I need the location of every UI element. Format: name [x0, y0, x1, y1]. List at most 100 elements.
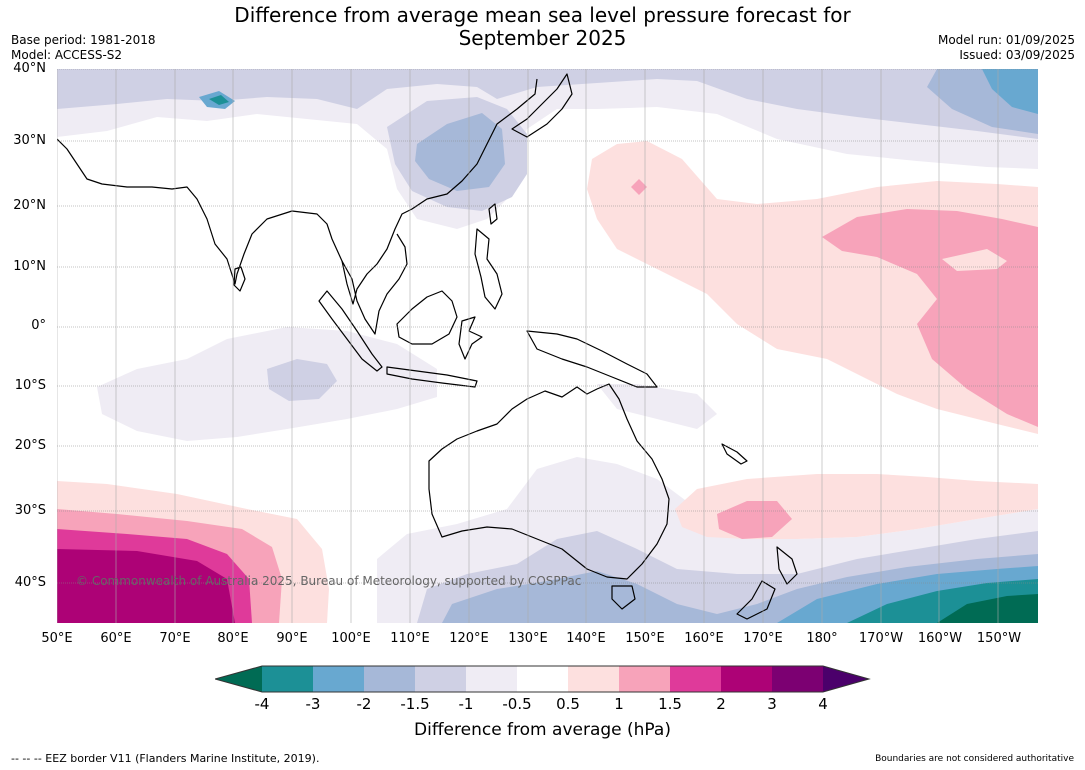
colorbar-swatch-3 — [364, 666, 415, 692]
meta-left: Base period: 1981-2018 Model: ACCESS-S2 — [11, 33, 156, 63]
anomaly-nw-pacific-inner — [982, 69, 1038, 114]
colorbar-label: 1 — [614, 695, 624, 713]
meta-right: Model run: 01/09/2025 Issued: 03/09/2025 — [938, 33, 1075, 63]
anomaly-indian-ocean-core — [267, 359, 337, 401]
map-svg — [57, 69, 1038, 623]
colorbar-swatch-10 — [721, 666, 772, 692]
lon-label-170w: 170°W — [858, 631, 904, 646]
colorbar-swatch-7 — [568, 666, 619, 692]
coastline-java — [386, 366, 478, 388]
boundaries-disclaimer: Boundaries are not considered authoritat… — [875, 754, 1074, 764]
coastline-sumatra — [318, 290, 383, 372]
title-line-1: Difference from average mean sea level p… — [234, 3, 851, 27]
colorbar-label: 0.5 — [556, 695, 580, 713]
colorbar-swatch-2 — [313, 666, 364, 692]
lat-label-0: 0° — [31, 318, 46, 333]
lat-label-20n: 20°N — [13, 198, 46, 213]
lon-label-80e: 80°E — [217, 631, 249, 646]
colorbar-label: 2 — [716, 695, 726, 713]
lon-label-170e: 170°E — [743, 631, 783, 646]
lat-label-20s: 20°S — [14, 438, 46, 453]
lon-label-160w: 160°W — [917, 631, 963, 646]
lon-label-60e: 60°E — [100, 631, 132, 646]
colorbar-title: Difference from average (hPa) — [414, 720, 671, 740]
coastline-japan — [511, 73, 573, 138]
anomaly-tasman-high-core — [717, 501, 792, 539]
coastline-taiwan — [488, 203, 498, 225]
coastline-new-caledonia — [721, 443, 748, 465]
lon-label-100e: 100°E — [331, 631, 371, 646]
anomaly-pacific-small-core — [631, 179, 647, 195]
coastlines — [57, 73, 798, 620]
colorbar-label: -4 — [254, 695, 270, 713]
colorbar-swatch-6 — [517, 666, 568, 692]
colorbar-label: -2 — [356, 695, 372, 713]
coastline-arabia-india — [57, 78, 538, 305]
colorbar-swatch-4 — [415, 666, 466, 692]
colorbar-swatch-1 — [262, 666, 313, 692]
colorbar — [213, 664, 871, 694]
coastline-new-guinea — [526, 330, 658, 388]
colorbar-above-max — [823, 666, 869, 692]
colorbar-swatch-11 — [772, 666, 823, 692]
anomaly-southern-ocean-low-min — [937, 594, 1038, 623]
lon-label-160e: 160°E — [684, 631, 724, 646]
lat-label-30s: 30°S — [14, 503, 46, 518]
colorbar-swatch-9 — [670, 666, 721, 692]
coastline-australia — [428, 383, 670, 580]
lon-label-140e: 140°E — [566, 631, 606, 646]
lon-label-50e: 50°E — [41, 631, 73, 646]
coastline-sri-lanka — [233, 266, 246, 292]
coastline-sulawesi — [458, 316, 483, 360]
lon-label-150e: 150°E — [625, 631, 665, 646]
copyright-notice: © Commonwealth of Australia 2025, Bureau… — [76, 574, 582, 588]
coastline-philippines — [474, 228, 503, 310]
chart-title: Difference from average mean sea level p… — [0, 4, 1085, 50]
colorbar-label: 1.5 — [658, 695, 682, 713]
lat-label-10n: 10°N — [13, 259, 46, 274]
meridians — [57, 69, 999, 623]
colorbar-svg — [213, 665, 871, 693]
anomaly-east-asia-core — [415, 113, 505, 191]
graticule — [57, 69, 1038, 584]
colorbar-outline — [213, 665, 871, 693]
colorbar-label: 4 — [818, 695, 828, 713]
lon-label-90e: 90°E — [276, 631, 308, 646]
colorbar-label: -1 — [458, 695, 474, 713]
lon-label-120e: 120°E — [449, 631, 489, 646]
model-run: Model run: 01/09/2025 — [937, 33, 1075, 47]
lon-label-130e: 130°E — [508, 631, 548, 646]
map-panel — [57, 69, 1038, 623]
title-line-2: September 2025 — [458, 26, 627, 50]
lat-label-40n: 40°N — [13, 61, 46, 76]
eez-border-note: -- -- -- EEZ border V11 (Flanders Marine… — [11, 752, 320, 765]
lon-label-150w: 150°W — [976, 631, 1022, 646]
colorbar-below-min — [215, 666, 262, 692]
coastline-tasmania — [611, 585, 636, 610]
anomaly-north-band-inner — [57, 69, 1038, 139]
lat-label-40s: 40°S — [14, 575, 46, 590]
colorbar-swatch-5 — [466, 666, 517, 692]
issued-date: Issued: 03/09/2025 — [959, 48, 1075, 62]
anomaly-north-band — [57, 69, 1038, 229]
colorbar-swatch-8 — [619, 666, 670, 692]
coastline-borneo — [396, 290, 458, 345]
anomaly-pacific-high-gap — [942, 249, 1007, 271]
colorbar-label: -1.5 — [400, 695, 430, 713]
anomaly-himalaya-core — [209, 95, 229, 105]
colorbar-label: -0.5 — [502, 695, 532, 713]
lon-label-70e: 70°E — [159, 631, 191, 646]
negative-anomaly-regions — [57, 69, 1038, 623]
anomaly-indian-ocean — [97, 327, 437, 441]
positive-anomaly-regions — [57, 141, 1038, 623]
anomaly-sw-indian-high-3 — [57, 549, 235, 623]
colorbar-label: -3 — [305, 695, 321, 713]
base-period: Base period: 1981-2018 — [11, 33, 156, 47]
lon-label-180: 180° — [806, 631, 838, 646]
lat-label-10s: 10°S — [14, 378, 46, 393]
coastline-indochina — [341, 233, 408, 335]
model-name: Model: ACCESS-S2 — [11, 48, 123, 62]
lon-label-110e: 110°E — [390, 631, 430, 646]
anomaly-coral-sea — [597, 384, 717, 429]
coastline-new-zealand — [736, 546, 798, 620]
